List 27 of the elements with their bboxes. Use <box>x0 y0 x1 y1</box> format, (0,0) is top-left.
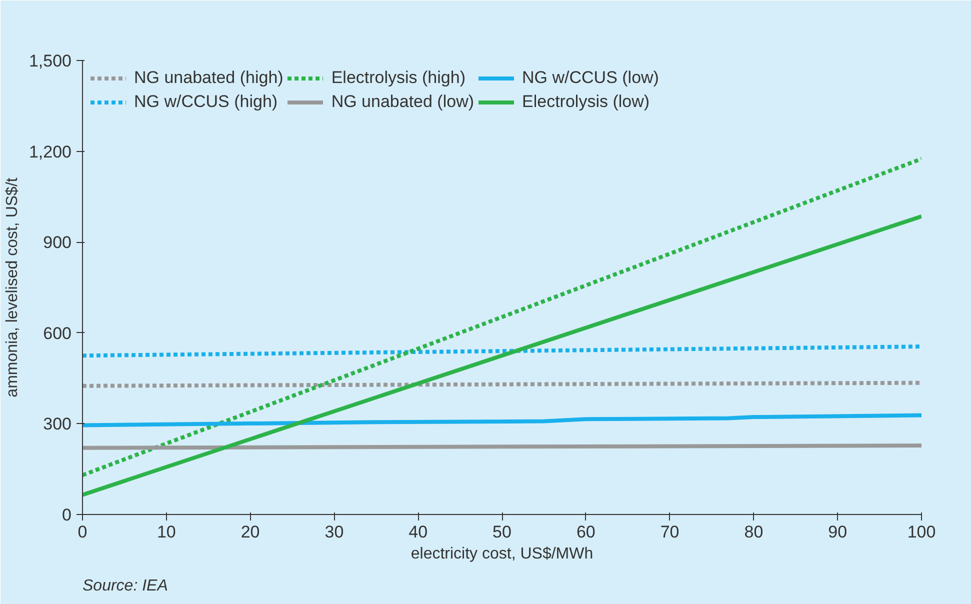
legend-label: Electrolysis (high) <box>331 68 466 88</box>
y-tick-label: 300 <box>43 414 72 434</box>
x-tick-label: 50 <box>492 522 512 542</box>
x-tick-label: 40 <box>408 522 428 542</box>
x-tick-label: 80 <box>744 522 764 542</box>
x-tick-label: 60 <box>576 522 596 542</box>
x-tick-label: 30 <box>324 522 344 542</box>
y-tick-label: 1,200 <box>28 142 72 162</box>
source-note: Source: IEA <box>82 578 168 594</box>
y-axis-title: ammonia, levelised cost, US$/t <box>4 177 21 398</box>
x-tick-label: 90 <box>828 522 848 542</box>
x-tick-label: 10 <box>156 522 176 542</box>
legend-label: Electrolysis (low) <box>522 92 650 112</box>
x-tick-label: 100 <box>907 522 936 542</box>
x-tick-label: 70 <box>660 522 680 542</box>
x-tick-label: 0 <box>78 522 88 542</box>
legend-label: NG unabated (low) <box>331 92 474 112</box>
legend-label: NG unabated (high) <box>134 68 284 88</box>
x-axis-title: electricity cost, US$/MWh <box>410 546 594 562</box>
legend-label: NG w/CCUS (low) <box>522 68 659 88</box>
x-tick-label: 20 <box>240 522 260 542</box>
y-tick-label: 900 <box>43 233 72 252</box>
legend-label: NG w/CCUS (high) <box>134 92 278 112</box>
y-tick-label: 600 <box>43 324 72 343</box>
line-series <box>82 413 922 428</box>
y-tick-label: 1,500 <box>28 52 72 70</box>
y-tick-label: 0 <box>62 506 72 524</box>
